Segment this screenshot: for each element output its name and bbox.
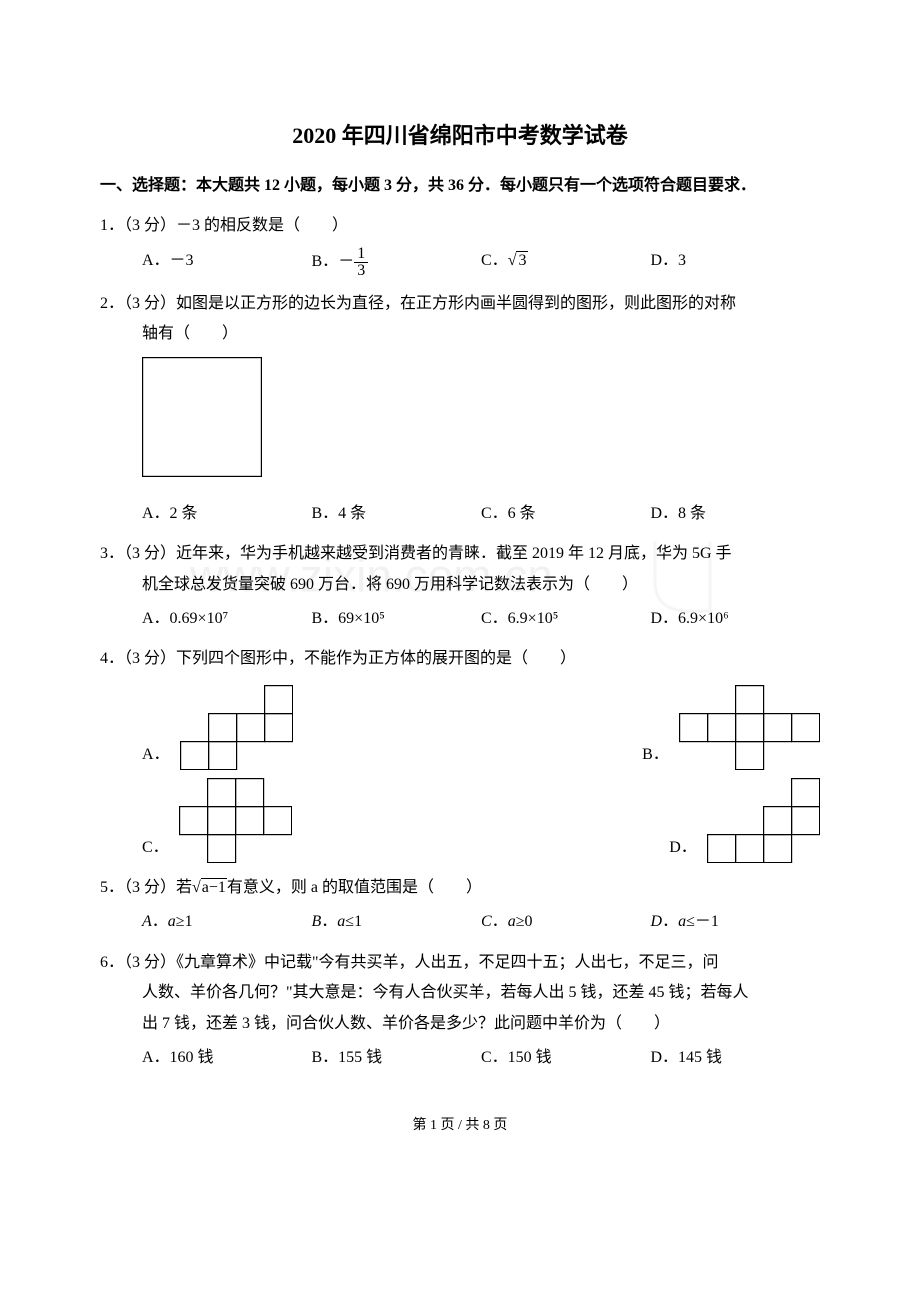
q4-label-a: A． [142, 740, 170, 770]
q5-choice-a: A．a≥1 [142, 907, 312, 937]
q4-label-c: C． [142, 833, 169, 863]
q4-net-b [679, 685, 820, 770]
page-footer: 第 1 页 / 共 8 页 [100, 1113, 820, 1140]
q6-choice-b: B．155 钱 [312, 1043, 482, 1073]
q2-stem-line1: 2．（3 分）如图是以正方形的边长为直径，在正方形内画半圆得到的图形，则此图形的… [100, 289, 820, 319]
q3-choice-c: C．6.9×10⁵ [481, 604, 651, 634]
q2-choice-d: D．8 条 [651, 499, 821, 529]
q3-line1: 3．（3 分）近年来，华为手机越来越受到消费者的青睐．截至 2019 年 12 … [100, 539, 820, 569]
question-3: www.zixin.com.cn 3．（3 分）近年来，华为手机越来越受到消费者… [100, 539, 820, 634]
q1-choices: A．－3 B．－13 C．√3 D．3 [100, 246, 820, 279]
q4-net-d-wrap: D． [669, 778, 820, 863]
q4-net-c-wrap: C． [142, 778, 292, 863]
page-title: 2020 年四川省绵阳市中考数学试卷 [100, 115, 820, 157]
q5-choice-d: D．a≤－1 [651, 907, 821, 937]
question-2: 2．（3 分）如图是以正方形的边长为直径，在正方形内画半圆得到的图形，则此图形的… [100, 289, 820, 530]
q4-label-b: B． [642, 740, 669, 770]
q1-choice-d: D．3 [651, 246, 821, 279]
q2-figure [142, 357, 820, 488]
q1-choice-b: B．－13 [312, 246, 482, 279]
q6-choice-d: D．145 钱 [651, 1043, 821, 1073]
q5-choice-b: B．a≤1 [312, 907, 482, 937]
question-1: 1．（3 分）－3 的相反数是（ ） A．－3 B．－13 C．√3 D．3 [100, 211, 820, 278]
q4-net-b-wrap: B． [642, 685, 820, 770]
q3-choice-b: B．69×10⁵ [312, 604, 482, 634]
q6-choice-a: A．160 钱 [142, 1043, 312, 1073]
q3-line2: 机全球总发货量突破 690 万台．将 690 万用科学记数法表示为（ ） [100, 570, 820, 600]
q5-stem: 5．（3 分）若√a−1有意义，则 a 的取值范围是（ ） [100, 873, 820, 903]
question-5: 5．（3 分）若√a−1有意义，则 a 的取值范围是（ ） A．a≥1 B．a≤… [100, 873, 820, 938]
q2-choice-a: A．2 条 [142, 499, 312, 529]
q4-net-d [707, 778, 820, 863]
q4-net-a [180, 685, 293, 770]
q2-choice-c: C．6 条 [481, 499, 651, 529]
q6-line3: 出 7 钱，还差 3 钱，问合伙人数、羊价各是多少？此问题中羊价为（ ） [100, 1009, 820, 1039]
q1-stem: 1．（3 分）－3 的相反数是（ ） [100, 211, 820, 241]
q6-choices: A．160 钱 B．155 钱 C．150 钱 D．145 钱 [100, 1043, 820, 1073]
q6-choice-c: C．150 钱 [481, 1043, 651, 1073]
q3-choices: A．0.69×10⁷ B．69×10⁵ C．6.9×10⁵ D．6.9×10⁶ [100, 604, 820, 634]
q6-line2: 人数、羊价各几何？"其大意是：今有人合伙买羊，若每人出 5 钱，还差 45 钱；… [100, 978, 820, 1008]
question-4: 4．（3 分）下列四个图形中，不能作为正方体的展开图的是（ ） A． B． C．… [100, 644, 820, 863]
q4-stem: 4．（3 分）下列四个图形中，不能作为正方体的展开图的是（ ） [100, 644, 820, 674]
q4-net-c [179, 778, 292, 863]
q1-choice-c: C．√3 [481, 246, 651, 279]
q2-choices: A．2 条 B．4 条 C．6 条 D．8 条 [100, 499, 820, 529]
section-header: 一、选择题：本大题共 12 小题，每小题 3 分，共 36 分．每小题只有一个选… [100, 171, 820, 201]
q1-choice-a: A．－3 [142, 246, 312, 279]
q5-choice-c: C．a≥0 [481, 907, 651, 937]
question-6: 6．（3 分）《九章算术》中记载"今有共买羊，人出五，不足四十五；人出七，不足三… [100, 948, 820, 1074]
q4-net-a-wrap: A． [142, 685, 293, 770]
q5-choices: A．a≥1 B．a≤1 C．a≥0 D．a≤－1 [100, 907, 820, 937]
q2-stem-line2: 轴有（ ） [100, 319, 820, 349]
q3-choice-d: D．6.9×10⁶ [651, 604, 821, 634]
q4-label-d: D． [669, 833, 697, 863]
q2-choice-b: B．4 条 [312, 499, 482, 529]
q6-line1: 6．（3 分）《九章算术》中记载"今有共买羊，人出五，不足四十五；人出七，不足三… [100, 948, 820, 978]
q3-choice-a: A．0.69×10⁷ [142, 604, 312, 634]
